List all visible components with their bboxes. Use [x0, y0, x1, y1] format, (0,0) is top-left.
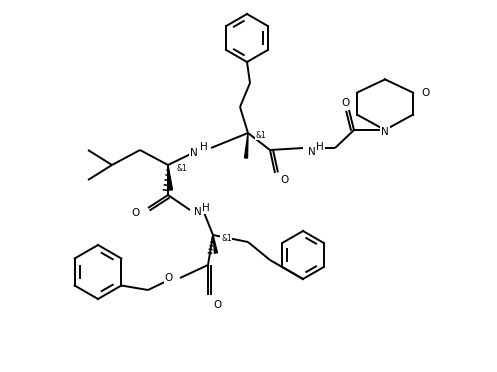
Text: N: N	[194, 207, 202, 217]
Text: H: H	[316, 142, 324, 152]
Text: &1: &1	[176, 164, 187, 173]
Text: &1: &1	[256, 131, 267, 140]
Text: N: N	[381, 127, 389, 137]
Text: O: O	[421, 87, 429, 97]
Text: N: N	[190, 148, 198, 158]
Text: H: H	[200, 142, 208, 152]
Text: H: H	[202, 203, 210, 213]
Polygon shape	[168, 165, 172, 190]
Polygon shape	[213, 235, 218, 253]
Polygon shape	[245, 133, 248, 158]
Text: O: O	[165, 273, 173, 283]
Text: O: O	[341, 98, 349, 108]
Text: &1: &1	[221, 234, 232, 243]
Text: O: O	[213, 300, 221, 310]
Text: N: N	[308, 147, 316, 157]
Text: O: O	[132, 208, 140, 218]
Text: O: O	[280, 175, 288, 185]
